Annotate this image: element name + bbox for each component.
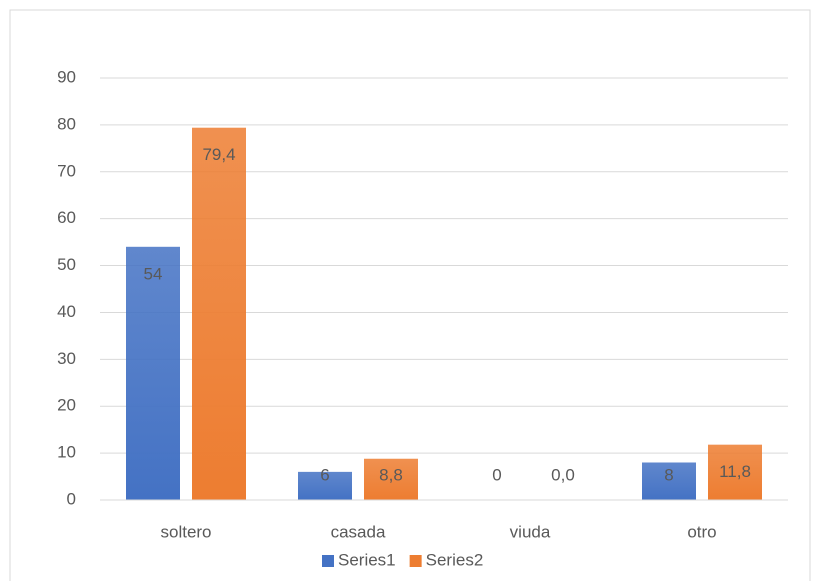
bar	[364, 458, 418, 500]
legend-swatch	[409, 555, 422, 567]
data-label: 0,0	[551, 465, 575, 484]
bar	[708, 444, 762, 500]
x-tick-label: viuda	[510, 522, 551, 541]
y-tick-label: 50	[57, 255, 76, 274]
y-tick-label: 60	[57, 208, 76, 227]
legend-swatch	[322, 555, 334, 567]
y-tick-label: 10	[57, 443, 76, 462]
legend-label: Series2	[426, 550, 484, 569]
y-tick-label: 20	[57, 396, 76, 415]
data-label: 11,8	[719, 462, 751, 481]
bar	[192, 127, 246, 501]
data-label: 8	[664, 465, 673, 484]
data-label: 54	[144, 264, 163, 283]
y-tick-label: 30	[57, 349, 76, 368]
legend-label: Series1	[338, 550, 396, 569]
bar	[642, 462, 696, 500]
y-tick-label: 90	[57, 67, 76, 86]
data-label: 6	[320, 465, 329, 484]
y-tick-label: 70	[57, 161, 76, 180]
x-tick-label: otro	[687, 522, 716, 541]
data-label: 79,4	[202, 145, 235, 164]
x-tick-label: soltero	[160, 522, 211, 541]
data-label: 0	[492, 465, 501, 484]
y-tick-label: 0	[67, 489, 76, 508]
y-tick-label: 80	[57, 114, 76, 133]
bar	[126, 246, 180, 500]
bar	[298, 471, 352, 500]
y-tick-label: 40	[57, 302, 76, 321]
data-label: 8,8	[379, 465, 403, 484]
x-tick-label: casada	[331, 522, 386, 541]
